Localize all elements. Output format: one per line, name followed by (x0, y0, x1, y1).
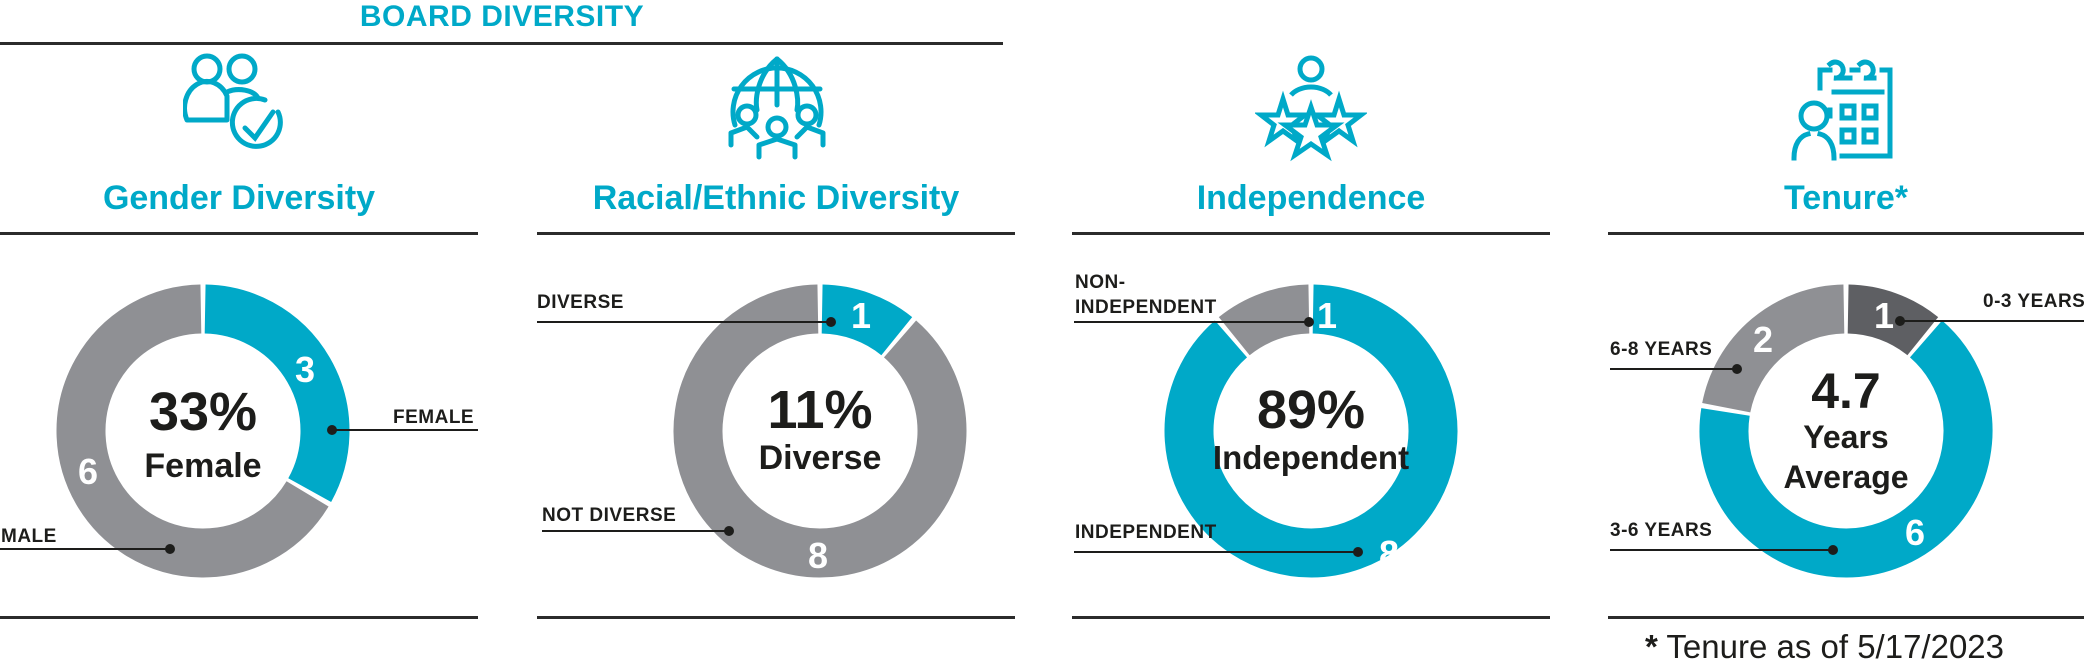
label-female: FEMALE (393, 407, 475, 428)
leader-dot (1304, 317, 1314, 327)
label-diverse: DIVERSE (537, 292, 624, 313)
section-divider-top (1608, 232, 2084, 235)
segment-value-female: 3 (295, 349, 315, 390)
leader-dot (1732, 364, 1742, 374)
center-label: Female (144, 447, 261, 485)
section-divider-top (0, 232, 478, 235)
people-check-icon (183, 53, 283, 149)
footnote-text: Tenure as of 5/17/2023 (1657, 628, 2005, 665)
section-title: Independence (1196, 179, 1426, 217)
section-divider-top (537, 232, 1015, 235)
segment-non-independent (1218, 284, 1311, 356)
center-value: 89% (1257, 380, 1365, 440)
segment-6-8-years (1702, 284, 1846, 414)
tenure-footnote: * Tenure as of 5/17/2023 (1645, 628, 2004, 666)
page-title: BOARD DIVERSITY (359, 0, 645, 33)
person-stars-icon (1255, 55, 1367, 162)
center-label: Diverse (759, 439, 882, 477)
label-0-3-years: 0-3 YEARS (1983, 291, 2084, 312)
section-title: Racial/Ethnic Diversity (592, 179, 960, 217)
segment-value-non-independent: 1 (1317, 295, 1337, 336)
tenure-panel: Tenure* 1 6 2 4.7 Years Average 0-3 YEAR… (1608, 0, 2084, 671)
section-title: Tenure* (1783, 179, 1909, 217)
gender-donut-chart: 3 6 33% Female (0, 284, 478, 578)
globe-people-icon (728, 56, 826, 160)
label-independent: INDEPENDENT (1075, 522, 1217, 543)
footnote-asterisk: * (1645, 628, 1658, 665)
leader-dot (1828, 545, 1838, 555)
center-value: 33% (149, 382, 257, 442)
segment-value-0-3-years: 1 (1874, 295, 1894, 336)
section-divider-bottom (0, 616, 478, 619)
leader-dot (327, 425, 337, 435)
center-label-years: Years (1803, 419, 1888, 455)
label-3-6-years: 3-6 YEARS (1610, 520, 1713, 541)
leader-dot (1353, 547, 1363, 557)
segment-3-6-years (1699, 320, 1993, 578)
racial-ethnic-diversity-panel: Racial/Ethnic Diversity 1 8 11% Diverse … (537, 0, 1015, 671)
center-label-average: Average (1783, 459, 1908, 495)
label-not-diverse: NOT DIVERSE (542, 505, 677, 526)
center-label: Independent (1213, 439, 1409, 476)
section-title: Gender Diversity (102, 179, 376, 217)
section-divider-top (1072, 232, 1550, 235)
segment-value-diverse: 1 (851, 295, 871, 336)
section-divider-bottom (1608, 616, 2084, 619)
tenure-donut-chart: 1 6 2 4.7 Years Average (1610, 284, 2084, 578)
calendar-person-icon (1791, 59, 1893, 161)
segment-value-not-diverse: 8 (808, 535, 828, 576)
segment-female (204, 284, 350, 502)
independence-donut-chart: 1 8 89% Independent (1074, 284, 1458, 578)
center-value: 4.7 (1811, 363, 1881, 419)
segment-value-male: 6 (78, 451, 98, 492)
segment-not-diverse (673, 284, 967, 578)
independence-panel: Independence 1 8 89% Independent NON- IN… (1072, 0, 1550, 671)
leader-dot (165, 544, 175, 554)
segment-independent (1164, 284, 1458, 578)
segment-value-independent: 8 (1379, 533, 1399, 574)
leader-dot (724, 526, 734, 536)
section-divider-bottom (1072, 616, 1550, 619)
segment-value-6-8-years: 2 (1753, 319, 1773, 360)
segment-male (56, 284, 329, 578)
label-male: MALE (1, 526, 57, 547)
label-6-8-years: 6-8 YEARS (1610, 339, 1713, 360)
header-divider (0, 42, 1003, 45)
leader-dot (826, 317, 836, 327)
segment-diverse (820, 284, 913, 356)
segment-value-3-6-years: 6 (1905, 512, 1925, 553)
racial-donut-chart: 1 8 11% Diverse (537, 284, 967, 578)
section-divider-bottom (537, 616, 1015, 619)
label-non-independent-line1: NON- (1075, 272, 1126, 293)
center-value: 11% (767, 380, 872, 440)
label-non-independent-line2: INDEPENDENT (1075, 297, 1217, 318)
gender-diversity-panel: Gender Diversity 3 6 33% Female FEMALE M… (0, 0, 478, 671)
leader-dot (1895, 316, 1905, 326)
segment-0-3-years (1846, 284, 1939, 356)
